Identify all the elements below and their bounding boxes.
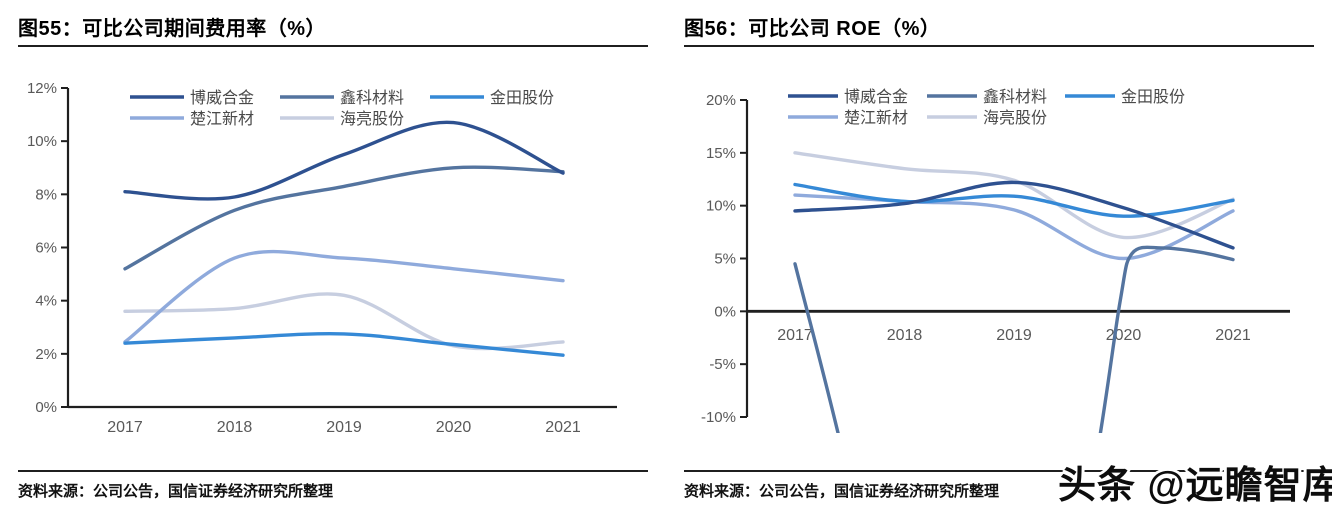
- x-tick-label: 2021: [1215, 327, 1251, 344]
- x-tick-label: 2017: [777, 327, 813, 344]
- figure55-title: 图55：可比公司期间费用率（%）: [18, 18, 327, 40]
- series-line-鑫科材料: [793, 245, 1235, 433]
- y-tick-label: 6%: [35, 240, 57, 257]
- series-line-海亮股份: [793, 151, 1235, 240]
- y-tick-label: 10%: [27, 133, 57, 150]
- legend-label: 博威合金: [844, 88, 908, 106]
- series-line-金田股份: [793, 182, 1235, 218]
- y-tick-label: 8%: [35, 186, 57, 203]
- x-tick-label: 2019: [326, 419, 362, 436]
- x-tick-label: 2020: [436, 419, 472, 436]
- series-line-博威合金: [123, 120, 565, 201]
- legend-label: 金田股份: [1121, 88, 1185, 106]
- legend-label: 海亮股份: [340, 110, 404, 128]
- legend-label: 海亮股份: [983, 109, 1047, 127]
- figure55-title-rule: [18, 45, 648, 47]
- y-tick-label: -10%: [701, 409, 736, 426]
- y-tick-label: 10%: [706, 198, 736, 215]
- figure55-line-chart: 0% 2% 4% 6% 8% 10% 12% 2017 2018 2019 2020 2021 博威合金…: [27, 80, 617, 436]
- y-tick-label: 20%: [706, 92, 736, 109]
- watermark-text: 头条 @远瞻智库: [1058, 465, 1332, 507]
- y-tick-label: 0%: [714, 303, 736, 320]
- figure55-footer-rule: [18, 470, 648, 472]
- legend-label: 博威合金: [190, 89, 254, 107]
- series-lines: [123, 120, 565, 357]
- series-lines: [793, 151, 1235, 433]
- y-tick-label: 5%: [714, 251, 736, 268]
- y-tick-label: 2%: [35, 346, 57, 363]
- x-tick-label: 2019: [996, 327, 1032, 344]
- legend-label: 金田股份: [490, 89, 554, 107]
- legend-label: 鑫科材料: [340, 88, 404, 107]
- figure56-source-note: 资料来源：公司公告，国信证券经济研究所整理: [684, 483, 1000, 500]
- legend-label: 楚江新材: [190, 110, 254, 128]
- x-tick-label: 2017: [107, 419, 143, 436]
- figure56-footer-rule: [684, 470, 1314, 472]
- series-line-楚江新材: [123, 249, 565, 344]
- series-line-鑫科材料: [123, 165, 565, 271]
- x-tick-label: 2021: [545, 419, 581, 436]
- y-tick-label: 4%: [35, 293, 57, 310]
- figure56-title: 图56：可比公司 ROE（%）: [684, 18, 941, 40]
- legend-label: 楚江新材: [844, 109, 908, 127]
- x-tick-label: 2018: [217, 419, 253, 436]
- series-line-金田股份: [123, 332, 565, 357]
- x-tick-label: 2020: [1106, 327, 1142, 344]
- figure56-title-rule: [684, 45, 1314, 47]
- figure56-line-chart: -10% -5% 0% 5% 10% 15% 20% 2017 2018 2019 2020 2021…: [701, 87, 1290, 433]
- y-tick-label: 15%: [706, 145, 736, 162]
- series-line-博威合金: [793, 180, 1235, 250]
- figure55-source-note: 资料来源：公司公告，国信证券经济研究所整理: [18, 483, 334, 500]
- legend-label: 鑫科材料: [983, 87, 1047, 106]
- y-tick-label: 12%: [27, 80, 57, 97]
- y-tick-label: 0%: [35, 399, 57, 416]
- y-tick-label: -5%: [709, 356, 736, 373]
- x-tick-label: 2018: [887, 327, 923, 344]
